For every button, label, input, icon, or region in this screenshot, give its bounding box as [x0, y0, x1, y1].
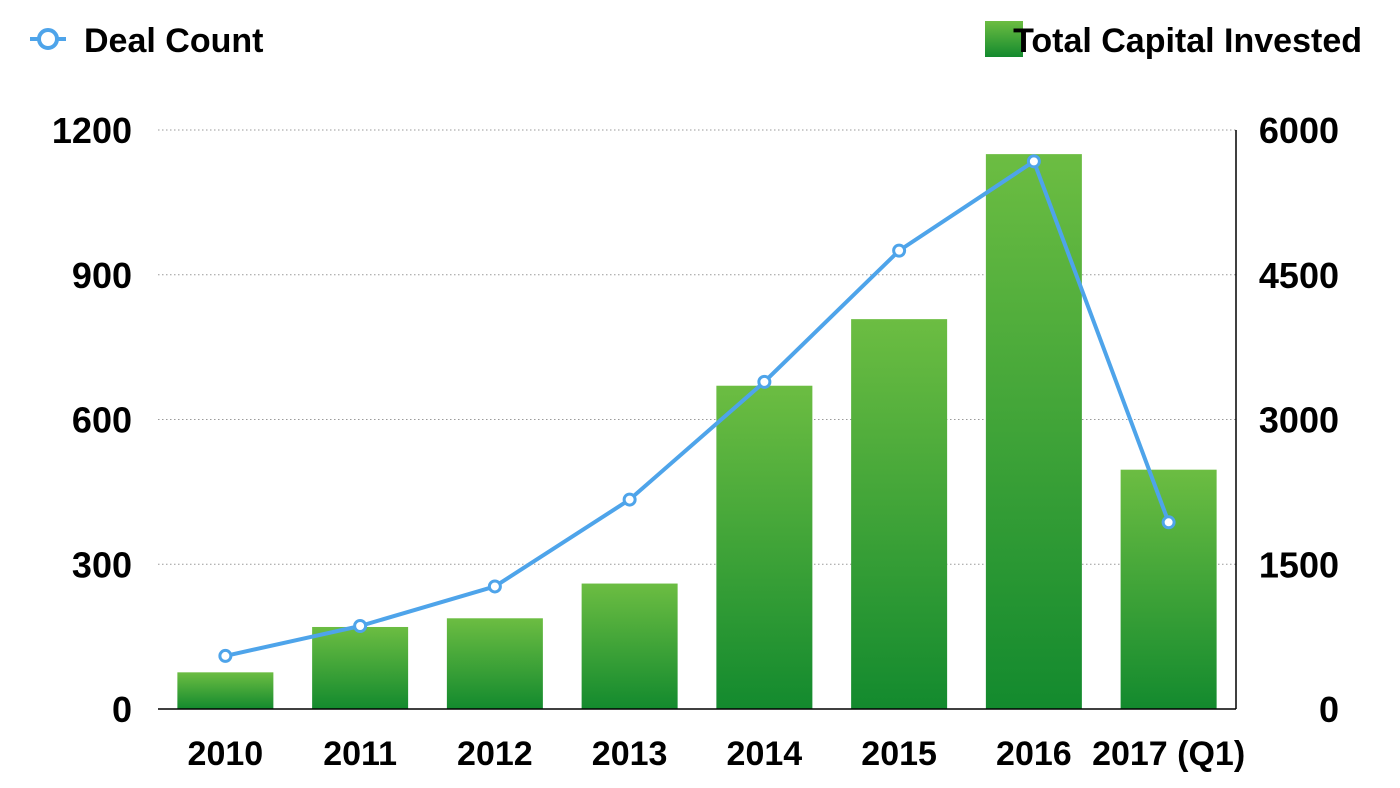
legend-circle-marker — [37, 28, 59, 50]
deal-count-point — [353, 619, 368, 634]
deal-count-point — [1026, 154, 1041, 169]
legend-total-capital: Total Capital Invested — [985, 21, 1362, 60]
deal-count-point — [622, 492, 637, 507]
left-tick-label: 1200 — [52, 110, 132, 151]
deal-count-line — [224, 159, 1171, 658]
legend-swatch — [985, 21, 1023, 57]
legend-label-deal-count: Deal Count — [84, 22, 263, 60]
deal-count-point — [218, 648, 233, 663]
bar — [716, 385, 813, 709]
x-tick-label: 2015 — [861, 735, 937, 773]
right-tick-label: 6000 — [1259, 110, 1339, 151]
axes — [158, 130, 1237, 710]
x-tick-label: 2012 — [457, 735, 533, 773]
deal-count-point — [487, 579, 502, 594]
deal-count-point — [1161, 515, 1176, 530]
x-tick-label: 2011 — [323, 735, 397, 773]
bar — [446, 618, 543, 709]
left-tick-label: 300 — [72, 544, 132, 585]
deal-count-series — [218, 154, 1176, 663]
deal-count-point — [892, 243, 907, 258]
left-tick-label: 0 — [112, 689, 132, 730]
bars — [177, 154, 1217, 709]
right-tick-label: 0 — [1319, 689, 1339, 730]
legend: Deal Count Total Capital Invested — [30, 21, 1362, 60]
legend-deal-count: Deal Count — [30, 22, 263, 60]
right-tick-label: 3000 — [1259, 400, 1339, 441]
right-tick-label: 1500 — [1259, 544, 1339, 585]
x-tick-label: 2010 — [188, 735, 264, 773]
legend-label-total-capital: Total Capital Invested — [1013, 22, 1362, 60]
x-tick-label: 2016 — [996, 735, 1072, 773]
left-tick-label: 900 — [72, 255, 132, 296]
x-axis-ticks: 2010 2011 2012 2013 2014 2015 2016 2017 (Q1) — [188, 735, 1246, 773]
bar — [1120, 469, 1217, 709]
bar — [312, 626, 409, 709]
x-tick-label: 2014 — [727, 735, 803, 773]
bar — [177, 672, 274, 709]
right-tick-label: 4500 — [1259, 255, 1339, 296]
bar — [851, 319, 948, 709]
x-tick-label: 2013 — [592, 735, 668, 773]
deal-count-point — [757, 374, 772, 389]
x-tick-label: 2017 (Q1) — [1092, 735, 1245, 773]
left-tick-label: 600 — [72, 400, 132, 441]
bar — [581, 583, 678, 709]
bar — [985, 154, 1082, 709]
right-axis-ticks: 0 1500 3000 4500 6000 — [1259, 110, 1339, 730]
left-axis-ticks: 0 300 600 900 1200 — [52, 110, 132, 730]
